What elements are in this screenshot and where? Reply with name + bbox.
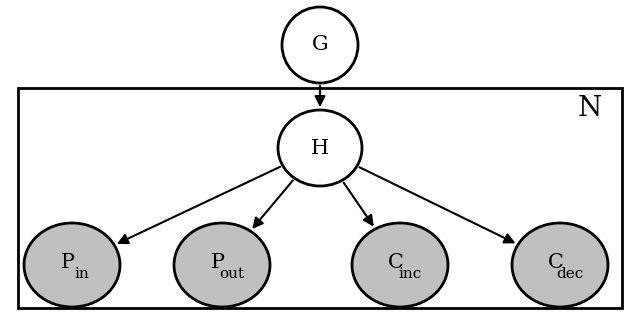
Text: G: G	[312, 36, 328, 55]
Text: P: P	[211, 253, 225, 272]
Ellipse shape	[282, 7, 358, 83]
Ellipse shape	[24, 223, 120, 307]
Ellipse shape	[352, 223, 448, 307]
Ellipse shape	[512, 223, 608, 307]
Text: C: C	[548, 253, 564, 272]
FancyBboxPatch shape	[18, 88, 622, 308]
Text: inc: inc	[398, 267, 422, 281]
Text: C: C	[388, 253, 404, 272]
Text: in: in	[75, 267, 90, 281]
Text: out: out	[220, 267, 244, 281]
Ellipse shape	[278, 110, 362, 186]
Text: H: H	[311, 139, 329, 158]
Text: P: P	[61, 253, 75, 272]
Ellipse shape	[174, 223, 270, 307]
Text: N: N	[578, 95, 602, 121]
Text: dec: dec	[556, 267, 584, 281]
